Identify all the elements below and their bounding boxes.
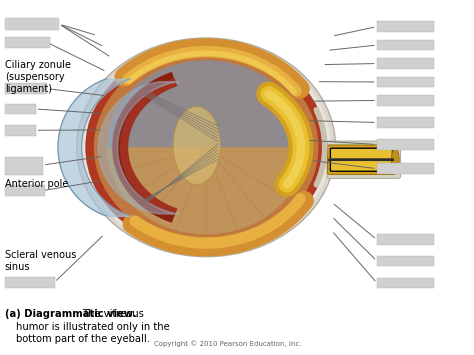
FancyBboxPatch shape — [5, 185, 45, 196]
FancyBboxPatch shape — [5, 83, 47, 94]
Text: bottom part of the eyeball.: bottom part of the eyeball. — [16, 334, 150, 344]
FancyBboxPatch shape — [377, 95, 434, 106]
Text: Anterior pole: Anterior pole — [5, 179, 68, 189]
Text: Scleral venous
sinus: Scleral venous sinus — [5, 250, 76, 272]
Ellipse shape — [82, 42, 331, 253]
FancyBboxPatch shape — [377, 256, 434, 266]
Text: Ciliary zonule
(suspensory
ligament): Ciliary zonule (suspensory ligament) — [5, 60, 71, 94]
FancyBboxPatch shape — [328, 145, 395, 175]
Text: The vitreous: The vitreous — [82, 309, 144, 319]
FancyBboxPatch shape — [377, 278, 434, 288]
FancyBboxPatch shape — [5, 37, 50, 48]
FancyBboxPatch shape — [5, 125, 36, 136]
FancyBboxPatch shape — [5, 277, 55, 288]
FancyBboxPatch shape — [377, 21, 434, 32]
Ellipse shape — [392, 148, 399, 171]
FancyBboxPatch shape — [327, 141, 401, 178]
Ellipse shape — [173, 106, 220, 185]
FancyBboxPatch shape — [5, 157, 43, 175]
Ellipse shape — [77, 38, 336, 257]
FancyBboxPatch shape — [377, 139, 434, 150]
Text: Copyright © 2010 Pearson Education, Inc.: Copyright © 2010 Pearson Education, Inc. — [154, 340, 301, 347]
Ellipse shape — [85, 44, 327, 250]
Text: (a) Diagrammatic view.: (a) Diagrammatic view. — [5, 309, 136, 319]
Polygon shape — [107, 147, 306, 234]
Text: humor is illustrated only in the: humor is illustrated only in the — [16, 322, 169, 332]
FancyBboxPatch shape — [377, 117, 434, 128]
FancyBboxPatch shape — [5, 104, 36, 114]
FancyBboxPatch shape — [5, 18, 59, 30]
FancyBboxPatch shape — [377, 163, 434, 174]
Ellipse shape — [94, 51, 319, 244]
FancyBboxPatch shape — [330, 148, 392, 171]
FancyBboxPatch shape — [377, 58, 434, 69]
Polygon shape — [107, 60, 306, 147]
FancyBboxPatch shape — [377, 234, 434, 245]
FancyBboxPatch shape — [377, 77, 434, 87]
FancyBboxPatch shape — [377, 40, 434, 50]
